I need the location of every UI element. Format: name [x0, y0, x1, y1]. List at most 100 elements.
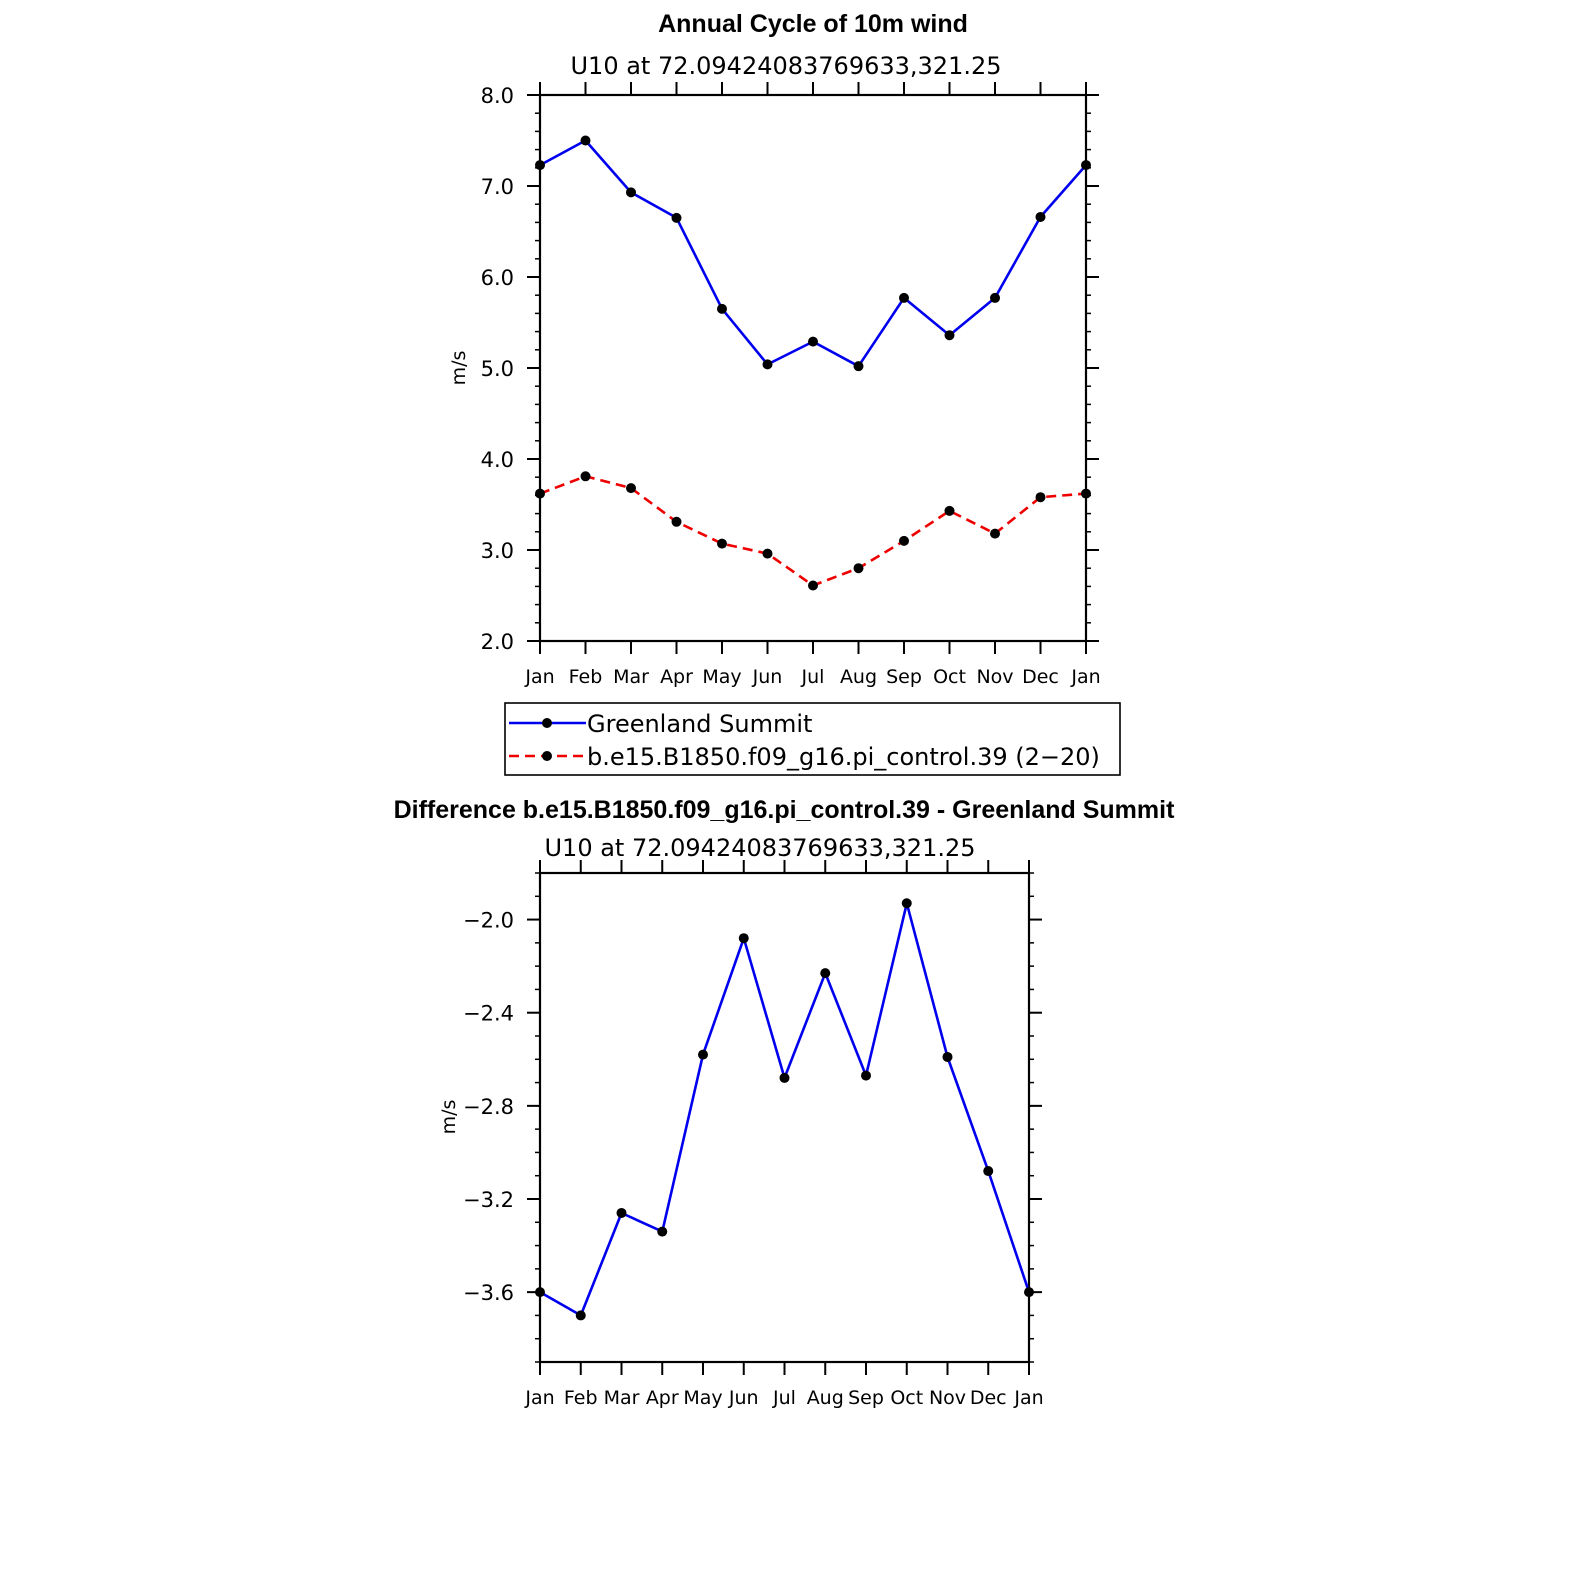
y-tick-label: 6.0 — [481, 266, 514, 290]
y-axis-label: m/s — [448, 351, 470, 386]
data-point-mar — [626, 483, 636, 494]
x-tick-label-aug: Aug — [807, 1387, 844, 1409]
x-tick-label-jun: Jun — [728, 1387, 759, 1409]
legend: Greenland Summit b.e15.B1850.f09_g16.pi_… — [504, 702, 1121, 776]
data-point-nov — [990, 528, 1000, 539]
x-tick-label-nov: Nov — [929, 1387, 966, 1409]
data-point-jan — [535, 1287, 545, 1298]
y-tick-label: 8.0 — [481, 84, 514, 108]
data-point-nov — [942, 1051, 953, 1062]
data-point-jan — [1024, 1287, 1034, 1298]
x-tick-label-dec: Dec — [970, 1387, 1007, 1409]
data-point-dec — [1035, 492, 1046, 503]
x-tick-label-nov: Nov — [976, 666, 1013, 688]
data-point-may — [698, 1049, 708, 1060]
x-tick-label-may: May — [702, 666, 741, 688]
x-tick-label-feb: Feb — [569, 666, 603, 688]
x-tick-label-oct: Oct — [890, 1387, 923, 1409]
data-point-jan — [535, 160, 545, 171]
chart-title: Difference b.e15.B1850.f09_g16.pi_contro… — [394, 796, 1176, 824]
data-point-apr — [671, 212, 682, 223]
y-tick-label: −2.4 — [463, 1002, 514, 1026]
y-tick-label: 5.0 — [481, 357, 514, 381]
difference-chart: Difference b.e15.B1850.f09_g16.pi_contro… — [394, 796, 1176, 1409]
data-point-dec — [983, 1166, 994, 1177]
data-point-jun — [762, 359, 773, 370]
chart-title: Annual Cycle of 10m wind — [658, 10, 968, 38]
data-point-oct — [901, 898, 912, 909]
data-point-jan — [535, 488, 545, 499]
series-line-b-e15-b1850-f09-g16-pi-control-39-2-20 — [539, 474, 1087, 587]
data-point-feb — [575, 1310, 586, 1321]
legend-label-pi-control: b.e15.B1850.f09_g16.pi_control.39 (2−20) — [587, 743, 1100, 771]
data-point-mar — [626, 187, 636, 198]
y-axis-label: m/s — [438, 1100, 460, 1135]
series-greenland-summit — [535, 135, 1091, 372]
x-tick-label-may: May — [683, 1387, 722, 1409]
series-line-difference — [539, 901, 1031, 1317]
data-point-nov — [990, 292, 1000, 303]
legend-entry-pi-control: b.e15.B1850.f09_g16.pi_control.39 (2−20) — [509, 743, 1100, 771]
plot-frame — [538, 871, 1031, 1364]
y-tick-label: 2.0 — [481, 630, 514, 654]
x-tick-label-mar: Mar — [604, 1387, 640, 1409]
data-point-apr — [671, 516, 682, 527]
data-point-jun — [762, 548, 773, 559]
data-point-feb — [580, 471, 591, 482]
legend-entry-greenland-summit: Greenland Summit — [509, 710, 812, 738]
legend-marker-pi-control — [542, 751, 552, 761]
x-tick-label-jun: Jun — [752, 666, 783, 688]
data-point-jul — [779, 1072, 790, 1083]
data-point-aug — [853, 361, 864, 372]
series-line-greenland-summit — [539, 139, 1087, 368]
x-tick-label-dec: Dec — [1022, 666, 1059, 688]
data-point-dec — [1035, 211, 1046, 222]
y-tick-label: −3.6 — [463, 1281, 514, 1305]
series-difference — [535, 898, 1034, 1321]
data-point-oct — [944, 505, 955, 516]
plot-frame — [538, 93, 1088, 643]
x-tick-label-jan: Jan — [1013, 1387, 1043, 1409]
x-tick-label-sep: Sep — [848, 1387, 884, 1409]
data-point-mar — [616, 1207, 627, 1218]
data-point-jan — [1081, 488, 1091, 499]
x-tick-label-mar: Mar — [613, 666, 649, 688]
x-tick-label-feb: Feb — [564, 1387, 598, 1409]
data-point-jul — [808, 580, 818, 591]
x-tick-label-aug: Aug — [840, 666, 877, 688]
legend-marker-greenland-summit — [542, 718, 552, 728]
data-point-feb — [580, 135, 591, 146]
x-tick-label-jan: Jan — [1070, 666, 1100, 688]
data-point-sep — [899, 292, 909, 303]
y-tick-label: −2.8 — [463, 1095, 514, 1119]
series-b-e15-b1850-f09-g16-pi-control-39-2-20 — [535, 471, 1091, 591]
y-tick-label: −2.0 — [463, 909, 514, 933]
data-point-jul — [808, 336, 818, 347]
y-tick-label: −3.2 — [463, 1188, 514, 1212]
data-point-sep — [899, 535, 909, 546]
legend-label-greenland-summit: Greenland Summit — [587, 710, 812, 738]
y-tick-label: 7.0 — [481, 175, 514, 199]
chart-subtitle: U10 at 72.09424083769633,321.25 — [544, 834, 975, 862]
x-tick-label-oct: Oct — [933, 666, 966, 688]
x-tick-label-jul: Jul — [801, 666, 825, 688]
chart-subtitle: U10 at 72.09424083769633,321.25 — [570, 52, 1001, 80]
data-point-may — [717, 538, 727, 549]
data-point-sep — [861, 1070, 871, 1081]
x-tick-label-jan: Jan — [524, 666, 554, 688]
data-point-jun — [738, 933, 749, 944]
annual-cycle-chart: Annual Cycle of 10m wind U10 at 72.09424… — [448, 10, 1121, 776]
x-tick-label-apr: Apr — [660, 666, 693, 688]
data-point-oct — [944, 330, 955, 341]
data-point-may — [717, 303, 727, 314]
x-tick-label-jul: Jul — [772, 1387, 796, 1409]
data-point-jan — [1081, 160, 1091, 171]
data-point-aug — [853, 563, 864, 574]
data-point-aug — [820, 968, 831, 979]
y-tick-label: 4.0 — [481, 448, 514, 472]
y-tick-label: 3.0 — [481, 539, 514, 563]
data-point-apr — [657, 1226, 668, 1237]
x-tick-label-jan: Jan — [524, 1387, 554, 1409]
x-tick-label-sep: Sep — [886, 666, 922, 688]
